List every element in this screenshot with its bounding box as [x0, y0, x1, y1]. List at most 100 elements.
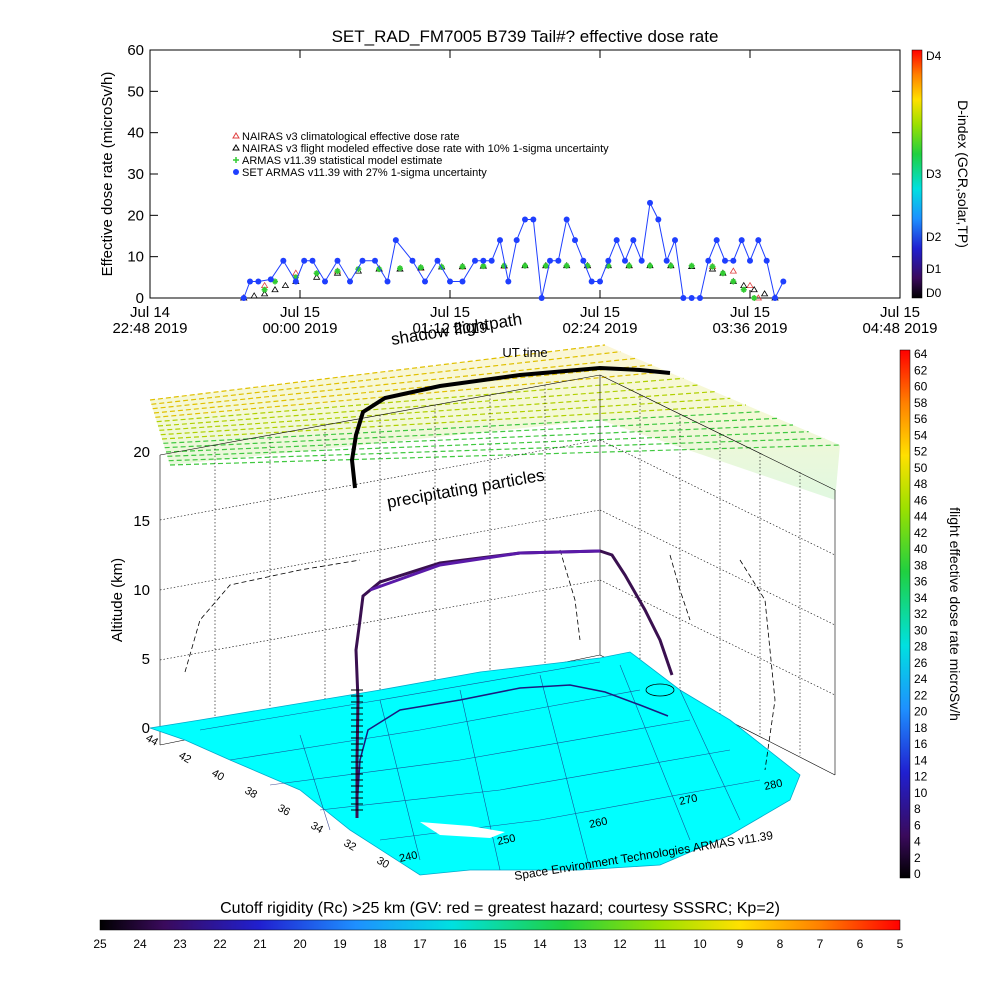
x-tick-label-time: 04:48 2019 — [862, 320, 937, 337]
data-point — [719, 270, 726, 277]
dose-rate-panel: SET_RAD_FM7005 B739 Tail#? effective dos… — [99, 27, 971, 337]
dose-rate-tick: 12 — [914, 770, 928, 784]
altitude-ticks: 0 5 10 15 20 — [133, 444, 150, 737]
rigidity-tick: 17 — [413, 937, 427, 951]
rigidity-tick: 24 — [133, 937, 147, 951]
dose-rate-tick: 56 — [914, 412, 928, 426]
series-line — [243, 201, 784, 300]
x-tick-label-time: 22:48 2019 — [112, 320, 187, 337]
data-point — [760, 290, 769, 297]
longitude-tick: 240 — [398, 849, 418, 865]
y-axis-ticks: 0 10 20 30 40 50 60 — [127, 42, 900, 307]
rigidity-tick: 16 — [453, 937, 467, 951]
altitude-tick: 0 — [142, 720, 150, 737]
data-point — [688, 262, 695, 269]
chart-title: SET_RAD_FM7005 B739 Tail#? effective dos… — [332, 27, 719, 46]
x-tick-label-time: 03:36 2019 — [712, 320, 787, 337]
dose-rate-tick: 50 — [914, 461, 928, 475]
d-index-tick: D2 — [926, 230, 942, 244]
y-tick-label: 20 — [127, 207, 144, 224]
d-index-tick: D3 — [926, 167, 942, 181]
d-index-colorbar — [911, 49, 923, 299]
data-point — [647, 262, 653, 269]
data-point — [459, 263, 466, 270]
d-index-label: D-index (GCR,solar,TP) — [955, 100, 971, 248]
dose-grid-row — [157, 384, 700, 427]
data-point — [626, 262, 633, 269]
altitude-tick: 15 — [133, 513, 150, 530]
x-tick-label-day: Jul 15 — [580, 304, 620, 321]
data-point — [729, 267, 738, 274]
dose-grid-row — [165, 424, 794, 453]
data-point — [250, 292, 258, 299]
x-tick-label-day: Jul 14 — [130, 304, 170, 321]
dose-rate-tick: 14 — [914, 753, 928, 767]
rigidity-tick: 23 — [173, 937, 187, 951]
longitude-tick: 250 — [496, 832, 516, 848]
latitude-tick: 30 — [375, 855, 392, 872]
dose-grid-layer — [150, 345, 840, 500]
dose-rate-tick: 20 — [914, 705, 928, 719]
dose-rate-tick: 44 — [914, 510, 928, 524]
y-tick-label: 60 — [127, 42, 144, 59]
rigidity-panel: Cutoff rigidity (Rc) >25 km (GV: red = g… — [93, 900, 903, 951]
data-point — [334, 268, 341, 275]
y-tick-label: 10 — [127, 249, 144, 266]
dose-rate-tick: 38 — [914, 558, 928, 572]
x-tick-label-day: Jul 15 — [430, 304, 470, 321]
legend: NAIRAS v3 climatological effective dose … — [232, 131, 609, 179]
rigidity-tick: 18 — [373, 937, 387, 951]
dose-rate-tick: 46 — [914, 493, 928, 507]
x-tick-label-time: 01:12 2019 — [412, 320, 487, 337]
data-point — [605, 262, 612, 269]
altitude-tick: 10 — [133, 582, 150, 599]
dose-rate-tick: 58 — [914, 396, 928, 410]
map-basemap — [149, 651, 801, 876]
shadow-flightpath-wall-far — [669, 554, 776, 771]
data-point — [261, 286, 268, 293]
data-point — [376, 266, 383, 273]
longitude-tick: 270 — [678, 792, 698, 808]
latitude-tick: 42 — [177, 750, 194, 767]
dose-rate-tick: 10 — [914, 786, 928, 800]
data-point — [522, 262, 528, 269]
great-lakes — [645, 683, 675, 697]
data-point — [746, 281, 754, 288]
longitude-tick: 280 — [763, 777, 783, 793]
dose-grid-row — [167, 431, 809, 457]
data-point — [750, 285, 758, 293]
data-point — [271, 285, 279, 293]
dose-grid-row — [153, 364, 653, 414]
dose-rate-tick: 8 — [914, 802, 921, 816]
series-3 — [240, 199, 787, 301]
x-tick-label-day: Jul 15 — [280, 304, 320, 321]
rigidity-ticks: 25 24 23 22 21 20 19 18 17 16 15 14 13 12 11 10 9 8 7 6 5 — [93, 937, 903, 951]
rigidity-tick: 11 — [654, 937, 667, 951]
data-point — [730, 278, 737, 285]
dose-rate-tick: 0 — [914, 867, 921, 881]
dose-rate-tick: 16 — [914, 737, 928, 751]
rigidity-tick: 5 — [897, 937, 904, 951]
dose-rate-tick: 52 — [914, 445, 928, 459]
rigidity-tick: 13 — [573, 937, 587, 951]
dose-rate-tick: 40 — [914, 542, 928, 556]
series-2 — [261, 262, 758, 301]
longitude-ticks: 240 250 260 270 280 — [398, 777, 783, 865]
dose-rate-colorbar — [899, 349, 911, 879]
ground-track — [356, 684, 669, 809]
dose-rate-tick: 60 — [914, 380, 928, 394]
data-point — [312, 273, 321, 280]
dose-rate-tick: 32 — [914, 607, 928, 621]
d-index-tick: D1 — [926, 262, 942, 276]
altitude-tick: 5 — [142, 651, 150, 668]
dose-rate-colorbar-label: flight effective dose rate microSv/h — [947, 507, 963, 721]
x-tick-label-time: 02:24 2019 — [562, 320, 637, 337]
altitude-label: Altitude (km) — [109, 558, 126, 642]
legend-swatch — [233, 169, 239, 175]
data-point — [260, 290, 269, 297]
data-point — [740, 286, 747, 293]
flight-path-3d — [354, 549, 674, 818]
dose-rate-tick: 48 — [914, 477, 928, 491]
latitude-tick: 32 — [342, 837, 359, 854]
